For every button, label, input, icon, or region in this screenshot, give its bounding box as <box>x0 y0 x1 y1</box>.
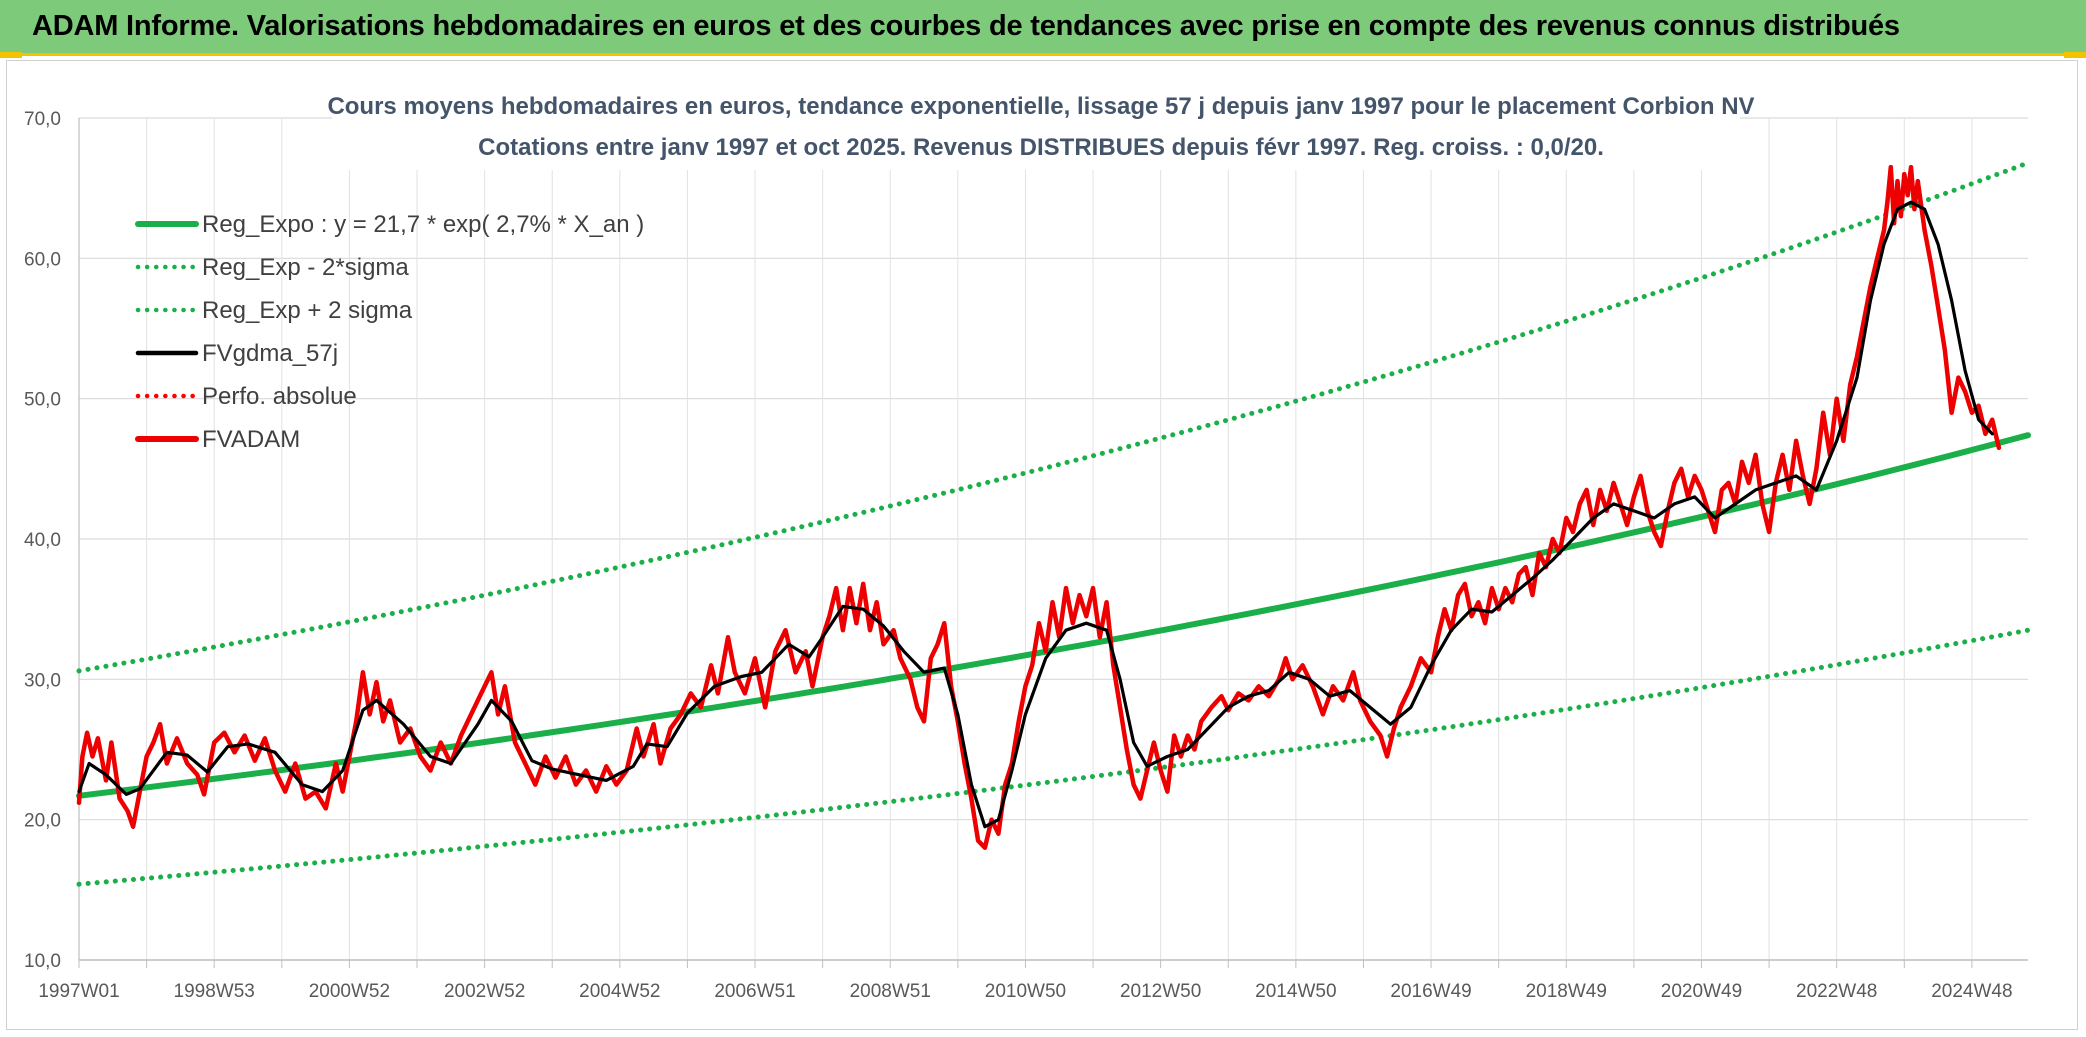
y-tick-label: 10,0 <box>24 951 61 972</box>
y-tick-label: 70,0 <box>24 109 61 130</box>
banner-corner-right <box>2064 52 2086 58</box>
legend-label: Reg_Exp + 2 sigma <box>202 297 413 324</box>
legend-label: FVgdma_57j <box>202 340 338 367</box>
banner-corner-left <box>0 52 22 58</box>
legend: Reg_Expo : y = 21,7 * exp( 2,7% * X_an )… <box>135 211 644 453</box>
series-line-1 <box>76 627 2031 887</box>
x-tick-label: 2004W52 <box>579 981 660 1002</box>
x-tick-label: 2024W48 <box>1931 981 2012 1002</box>
grid-lines <box>78 117 2028 961</box>
series-line-0 <box>76 432 2031 799</box>
x-tick-label: 2014W50 <box>1255 981 1336 1002</box>
legend-label: Reg_Expo : y = 21,7 * exp( 2,7% * X_an ) <box>202 211 644 238</box>
x-tick-label: 1997W01 <box>38 981 119 1002</box>
x-tick-label: 1998W53 <box>174 981 255 1002</box>
x-tick-label: 2020W49 <box>1661 981 1742 1002</box>
x-tick-label: 2010W50 <box>985 981 1066 1002</box>
banner-title: ADAM Informe. Valorisations hebdomadaire… <box>32 10 1900 42</box>
y-tick-label: 60,0 <box>24 249 61 270</box>
title-background <box>332 108 1740 170</box>
series-lines <box>76 160 2031 887</box>
x-tick-label: 2018W49 <box>1526 981 1607 1002</box>
legend-label: Perfo. absolue <box>202 383 357 410</box>
y-tick-label: 50,0 <box>24 390 61 411</box>
banner: ADAM Informe. Valorisations hebdomadaire… <box>0 0 2086 56</box>
series-line-2 <box>76 160 2031 674</box>
chart-frame <box>6 60 2078 1030</box>
x-tick-label: 2002W52 <box>444 981 525 1002</box>
legend-label: Reg_Exp - 2*sigma <box>202 254 409 281</box>
axes: 10,0 20,0 30,0 40,0 50,0 60,0 70,0 1997W01 1998W… <box>24 109 2028 1002</box>
x-tick-label: 2012W50 <box>1120 981 1201 1002</box>
x-tick-label: 2016W49 <box>1390 981 1471 1002</box>
x-tick-label: 2022W48 <box>1796 981 1877 1002</box>
legend-label: FVADAM <box>202 426 300 453</box>
chart-title: Cours moyens hebdomadaires en euros, ten… <box>327 93 1754 120</box>
y-tick-label: 30,0 <box>24 670 61 691</box>
series-line-5 <box>76 164 2002 850</box>
chart-subtitle: Cotations entre janv 1997 et oct 2025. R… <box>478 134 1604 161</box>
y-tick-label: 20,0 <box>24 811 61 832</box>
y-tick-label: 40,0 <box>24 530 61 551</box>
x-tick-label: 2006W51 <box>714 981 795 1002</box>
series-line-3 <box>77 200 1994 829</box>
x-tick-label: 2000W52 <box>309 981 390 1002</box>
x-tick-label: 2008W51 <box>850 981 931 1002</box>
